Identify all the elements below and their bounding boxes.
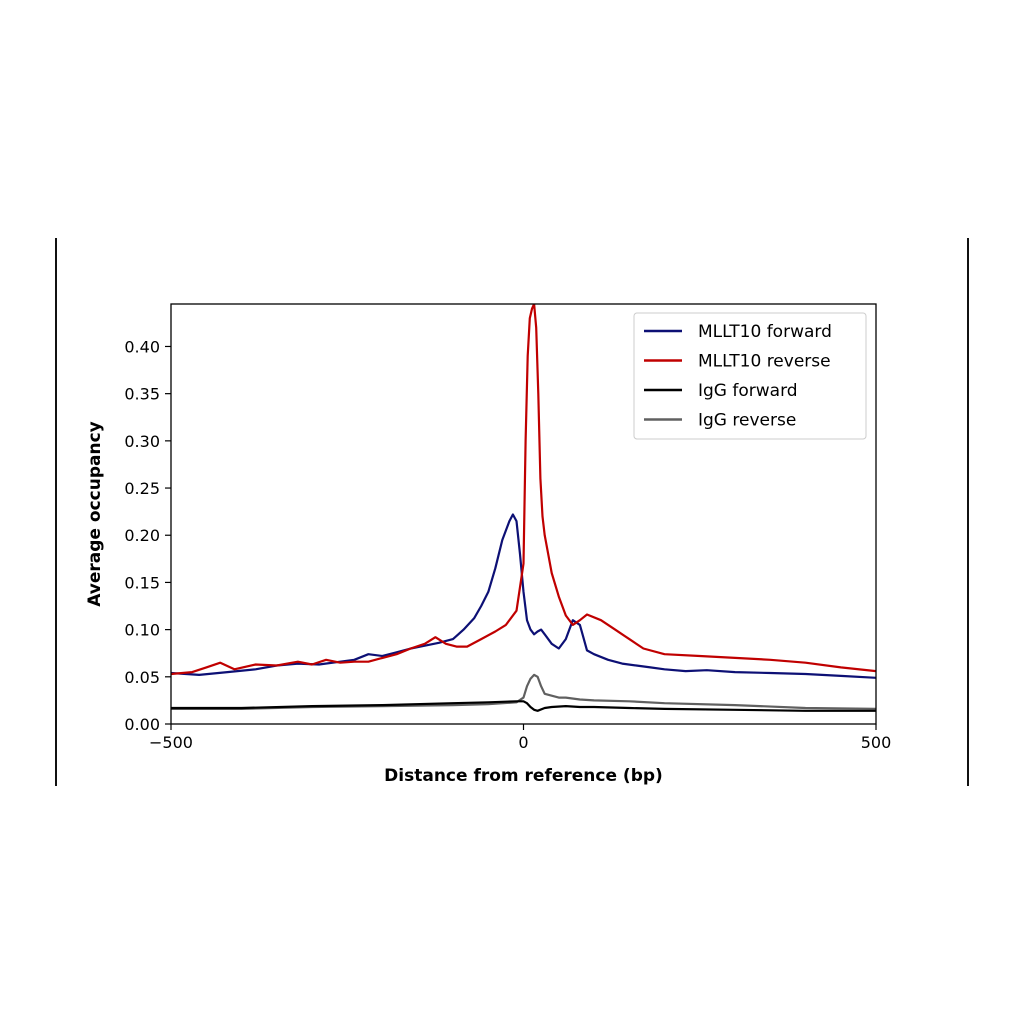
y-tick-label: 0.30 [124, 432, 160, 451]
legend: MLLT10 forward MLLT10 reverse IgG forward I… [633, 312, 867, 440]
y-tick-label: 0.35 [124, 385, 160, 404]
x-axis-title: Distance from reference (bp) [384, 766, 663, 786]
y-tick-label: 0.25 [124, 479, 160, 498]
legend-label-igg-forward: IgG forward [698, 381, 798, 401]
x-tick-label: 0 [518, 733, 528, 752]
y-tick-label: 0.20 [124, 526, 160, 545]
series-line-igg-reverse [171, 673, 876, 711]
series-line-mllt10-reverse [171, 304, 876, 676]
y-tick-label: 0.00 [124, 715, 160, 734]
y-tick-label: 0.15 [124, 573, 160, 592]
y-tick-label: 0.40 [124, 337, 160, 356]
right-border-rule [967, 238, 969, 786]
legend-label-mllt10-reverse: MLLT10 reverse [698, 352, 831, 372]
x-tick-label: 500 [861, 733, 892, 752]
series-line-igg-forward [171, 700, 876, 712]
series-layer [171, 304, 876, 712]
y-tick-label: 0.05 [124, 668, 160, 687]
y-tick-label: 0.10 [124, 621, 160, 640]
legend-label-mllt10-forward: MLLT10 forward [698, 322, 832, 342]
legend-box [633, 312, 867, 440]
y-axis-title: Average occupancy [85, 421, 105, 606]
left-border-rule [55, 238, 57, 786]
legend-label-igg-reverse: IgG reverse [698, 411, 796, 431]
ticks-layer: −500 0 500 0.00 0.05 0.10 0.15 0.20 0.25 0.30 0.35… [124, 337, 891, 752]
x-tick-label: −500 [149, 733, 193, 752]
